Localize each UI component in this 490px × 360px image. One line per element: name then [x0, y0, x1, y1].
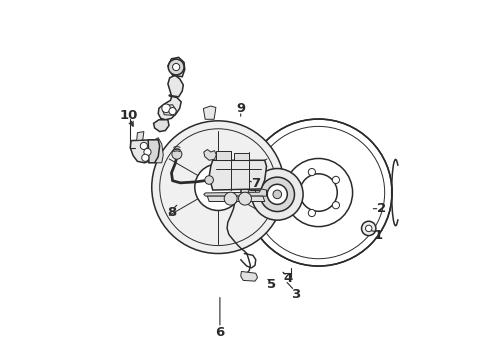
Text: 2: 2 [377, 202, 386, 215]
Circle shape [285, 158, 353, 226]
Circle shape [251, 168, 303, 220]
Text: 8: 8 [167, 206, 176, 219]
Circle shape [273, 190, 282, 199]
Circle shape [308, 168, 316, 176]
Circle shape [332, 202, 340, 209]
Text: 7: 7 [251, 177, 260, 190]
Polygon shape [204, 189, 267, 196]
Polygon shape [168, 75, 183, 97]
Circle shape [294, 189, 300, 196]
Polygon shape [207, 196, 265, 202]
Circle shape [248, 184, 261, 197]
Circle shape [140, 142, 147, 149]
Polygon shape [163, 105, 176, 116]
Circle shape [172, 63, 180, 71]
Polygon shape [158, 95, 181, 120]
Polygon shape [130, 140, 156, 163]
Polygon shape [168, 57, 185, 77]
Polygon shape [209, 160, 267, 190]
Text: 6: 6 [215, 326, 224, 339]
Circle shape [169, 108, 176, 115]
Text: 9: 9 [236, 102, 245, 115]
Circle shape [168, 59, 184, 75]
Polygon shape [153, 120, 169, 132]
Circle shape [308, 210, 316, 217]
Circle shape [239, 192, 251, 205]
Circle shape [245, 119, 392, 266]
Text: 10: 10 [119, 109, 138, 122]
Circle shape [162, 104, 171, 113]
Text: 3: 3 [291, 288, 300, 301]
Circle shape [260, 177, 294, 212]
Text: 4: 4 [283, 272, 293, 285]
Circle shape [144, 148, 151, 156]
Circle shape [362, 221, 376, 235]
Polygon shape [234, 153, 248, 160]
Circle shape [366, 225, 372, 231]
Polygon shape [155, 138, 163, 163]
Circle shape [142, 154, 149, 161]
Text: 1: 1 [373, 229, 382, 242]
Polygon shape [137, 132, 144, 140]
Text: 5: 5 [268, 278, 276, 291]
Circle shape [205, 176, 214, 184]
Circle shape [267, 184, 287, 204]
Polygon shape [204, 149, 216, 160]
Polygon shape [241, 271, 258, 281]
Circle shape [152, 121, 285, 253]
Circle shape [332, 176, 340, 184]
Circle shape [300, 174, 337, 211]
Polygon shape [203, 106, 216, 119]
Circle shape [172, 149, 182, 159]
Circle shape [195, 164, 242, 211]
Polygon shape [148, 140, 160, 163]
Circle shape [224, 192, 237, 205]
Polygon shape [216, 151, 231, 160]
